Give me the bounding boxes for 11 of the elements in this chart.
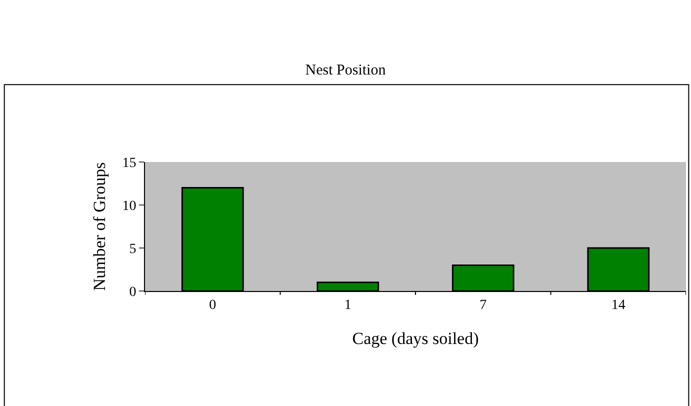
y-axis-title: Number of Groups xyxy=(90,162,109,291)
y-tick-label: 0 xyxy=(129,284,136,300)
x-tick-label: 7 xyxy=(480,298,487,313)
chart-title: Nest Position xyxy=(305,62,386,78)
y-tick-label: 15 xyxy=(122,156,136,171)
x-axis-title: Cage (days soiled) xyxy=(352,329,479,348)
x-tick-label: 14 xyxy=(611,298,626,313)
y-tick-label: 10 xyxy=(122,198,136,214)
y-tick-label: 5 xyxy=(129,242,136,257)
x-tick-label: 0 xyxy=(209,298,216,313)
x-tick-label: 1 xyxy=(344,298,352,313)
